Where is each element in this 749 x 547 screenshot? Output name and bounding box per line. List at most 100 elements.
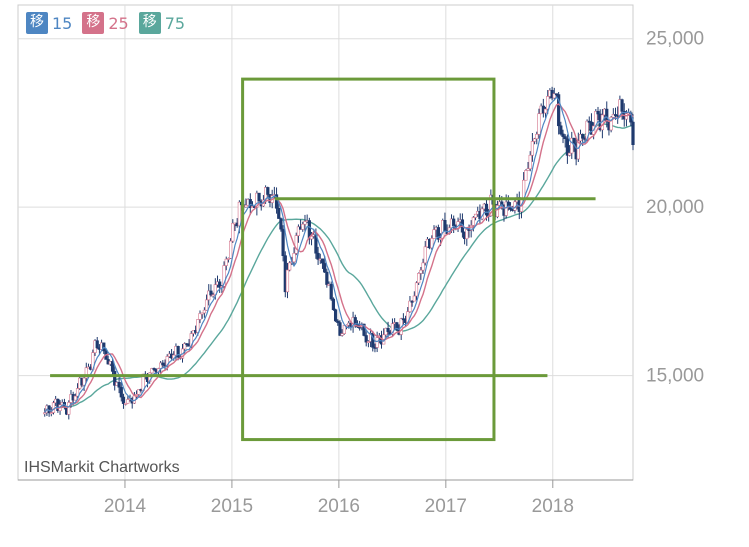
x-tick-label: 2015	[211, 496, 253, 517]
candle-body	[366, 341, 370, 343]
candle-body	[207, 290, 211, 301]
candle-body	[329, 283, 333, 300]
candle-body	[244, 204, 248, 208]
candle-body	[288, 262, 292, 271]
candle-body	[532, 138, 537, 142]
source-credit: IHSMarkit Chartworks	[24, 459, 180, 476]
candle-body	[543, 108, 548, 114]
candle-body	[576, 140, 580, 160]
candle-body	[489, 194, 493, 216]
candle-body	[620, 99, 624, 112]
candle-body	[257, 192, 261, 202]
candle-body	[73, 395, 77, 401]
candle-body	[226, 257, 231, 260]
candle-body	[557, 94, 561, 127]
candle-body	[386, 328, 390, 332]
candle-body	[395, 322, 399, 330]
candle-body	[421, 262, 425, 271]
legend: 移 15 移 25 移 75	[26, 12, 185, 34]
candle-body	[95, 340, 99, 349]
candle-body	[117, 382, 121, 388]
candle-body	[307, 220, 311, 240]
x-tick-label: 2016	[318, 496, 360, 517]
candle-body	[362, 323, 366, 336]
candle-body	[248, 199, 252, 209]
candle-body	[222, 265, 226, 287]
candle-body	[121, 396, 126, 404]
candle-body	[340, 333, 344, 336]
legend-label: 15	[52, 13, 73, 33]
y-tick-label: 25,000	[646, 29, 704, 50]
candle-body	[390, 323, 395, 335]
candle-body	[526, 168, 530, 171]
candle-body	[176, 346, 180, 358]
candle-body	[570, 137, 574, 154]
candle-body	[229, 240, 233, 259]
candle-body	[546, 96, 550, 110]
candle-body	[432, 229, 436, 239]
candle-body	[301, 223, 305, 230]
candle-body	[294, 235, 298, 254]
candle-body	[552, 93, 556, 99]
candle-body	[49, 412, 53, 415]
candle-body	[200, 312, 204, 315]
y-tick-label: 15,000	[646, 366, 704, 387]
candle-body	[309, 236, 314, 240]
candle-body	[419, 269, 423, 274]
candle-body	[113, 371, 117, 386]
candle-body	[196, 319, 200, 333]
candle-body	[471, 217, 475, 226]
legend-label: 25	[108, 13, 129, 33]
candle-body	[75, 388, 80, 397]
candle-body	[631, 121, 635, 146]
candle-body	[183, 343, 187, 350]
candle-body	[530, 141, 535, 156]
annotations-group	[50, 77, 596, 442]
x-tick-label: 2014	[104, 496, 147, 517]
candle-body	[452, 218, 456, 227]
candle-body	[436, 227, 440, 240]
candle-body	[303, 221, 307, 225]
candle-body	[209, 290, 213, 296]
legend-item-ma15: 移 15	[26, 12, 72, 34]
candle-body	[495, 205, 500, 218]
candle-body	[231, 222, 235, 242]
candle-body	[211, 294, 215, 297]
candle-body	[150, 368, 154, 374]
candle-body	[336, 320, 340, 323]
candle-body	[412, 295, 416, 302]
plot-border	[17, 4, 634, 481]
candle-body	[605, 108, 609, 123]
candle-body	[218, 281, 222, 288]
legend-swatch: 移	[26, 12, 48, 34]
candle-body	[320, 258, 325, 264]
candle-body	[565, 138, 569, 156]
candle-body	[338, 322, 342, 336]
candle-body	[119, 386, 123, 398]
candle-body	[51, 402, 56, 413]
candle-body	[285, 269, 290, 293]
candle-body	[414, 282, 419, 297]
axes-group: 25,000 20,000 15,000 2014 2015 2016 2017 2018	[18, 29, 704, 517]
candle-body	[137, 389, 141, 395]
candle-body	[202, 309, 206, 314]
ma15-group	[44, 95, 634, 414]
chart-grid	[17, 4, 634, 481]
candle-body	[281, 228, 285, 256]
candle-body	[423, 246, 427, 264]
candle-body	[528, 154, 532, 170]
x-tick-label: 2017	[425, 496, 467, 517]
legend-swatch: 移	[138, 12, 161, 34]
candle-body	[438, 238, 443, 240]
candle-body	[364, 335, 368, 343]
candle-body	[110, 361, 115, 372]
candle-body	[325, 271, 329, 285]
candle-body	[430, 238, 434, 249]
candle-body	[443, 220, 447, 232]
candle-body	[537, 113, 541, 135]
candle-body	[417, 273, 421, 284]
candle-body	[316, 252, 320, 260]
candle-body	[237, 201, 241, 227]
candle-body	[331, 298, 336, 311]
